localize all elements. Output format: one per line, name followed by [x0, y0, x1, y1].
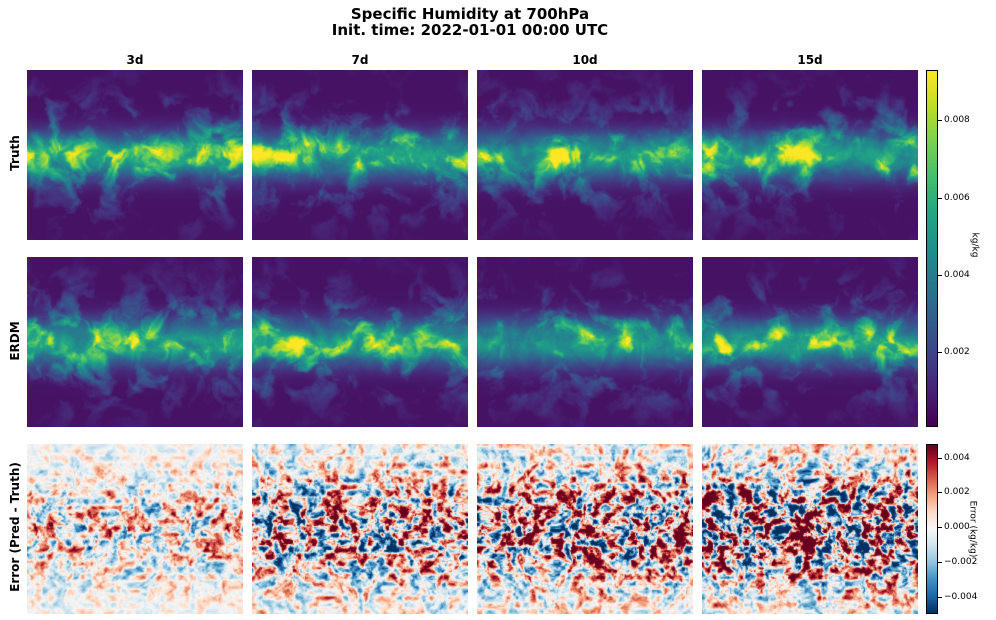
colorbar-humidity: [926, 70, 938, 427]
colorbar-error-tick: [938, 492, 942, 493]
column-label-3d: 3d: [126, 53, 144, 67]
heatmap-truth-15d: [702, 70, 918, 240]
colorbar-error-ticklabel: 0.000: [944, 522, 970, 532]
colorbar-humidity-tick: [938, 275, 942, 276]
colorbar-humidity-ticklabel: 0.008: [944, 115, 970, 125]
colorbar-humidity-ticklabel: 0.002: [944, 347, 970, 357]
heatmap-erdm-3d: [27, 257, 243, 427]
colorbar-error-tick: [938, 562, 942, 563]
colorbar-error-label: Error (kg/kg): [967, 500, 978, 558]
figure-subtitle: Init. time: 2022-01-01 00:00 UTC: [331, 21, 609, 39]
heatmap-truth-7d: [252, 70, 468, 240]
heatmap-error-15d: [702, 444, 918, 614]
colorbar-error: [926, 444, 938, 614]
row-label-error: Error (Pred - Truth): [8, 462, 22, 592]
colorbar-error-ticklabel: 0.004: [944, 453, 970, 463]
colorbar-humidity-ticklabel: 0.004: [944, 270, 970, 280]
heatmap-truth-3d: [27, 70, 243, 240]
colorbar-humidity-tick: [938, 198, 942, 199]
colorbar-humidity-tick: [938, 120, 942, 121]
column-label-15d: 15d: [797, 53, 823, 67]
heatmap-erdm-15d: [702, 257, 918, 427]
colorbar-humidity-label: kg/kg: [969, 232, 980, 258]
row-label-truth: Truth: [8, 135, 22, 171]
heatmap-error-7d: [252, 444, 468, 614]
heatmap-truth-10d: [477, 70, 693, 240]
column-label-7d: 7d: [351, 53, 369, 67]
row-label-erdm: ERDM: [8, 321, 22, 361]
colorbar-error-ticklabel: −0.004: [944, 592, 978, 602]
colorbar-humidity-ticklabel: 0.006: [944, 193, 970, 203]
colorbar-error-tick: [938, 458, 942, 459]
heatmap-erdm-7d: [252, 257, 468, 427]
column-label-10d: 10d: [572, 53, 598, 67]
colorbar-error-ticklabel: −0.002: [944, 557, 978, 567]
colorbar-error-tick: [938, 527, 942, 528]
figure-title: Specific Humidity at 700hPa: [350, 5, 590, 23]
heatmap-erdm-10d: [477, 257, 693, 427]
colorbar-error-ticklabel: 0.002: [944, 487, 970, 497]
heatmap-error-10d: [477, 444, 693, 614]
colorbar-error-tick: [938, 597, 942, 598]
colorbar-humidity-tick: [938, 352, 942, 353]
heatmap-error-3d: [27, 444, 243, 614]
